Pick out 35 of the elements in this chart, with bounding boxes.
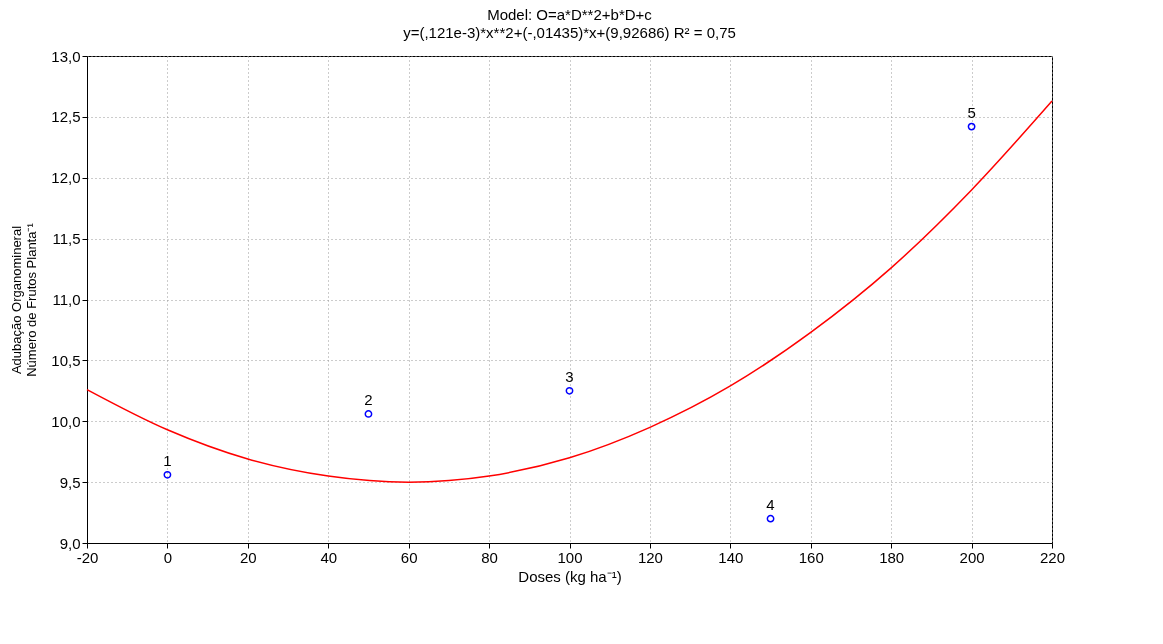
y-tick-label: 10,0 [51,412,81,430]
point [364,410,373,418]
x-tick-label: 140 [718,548,744,566]
chart-title: Model: O=a*D**2+b*D+c [487,6,653,23]
annotation: 4 [766,495,775,513]
x-tick-label: 220 [1039,548,1066,566]
point [163,470,172,479]
y-tick-label: 12,0 [51,169,81,187]
line-series [86,100,1053,483]
y-tick-label: 11,0 [52,291,81,308]
annotation: 1 [163,451,172,469]
annotation: 2 [364,390,373,408]
chart-subtitle: y=(,121e-3)*x**2+(-,01435)*x+(9,92686) R² = 0,75 [403,24,736,41]
y-tick-label: 11,5 [52,230,81,248]
point [766,514,775,523]
x-tick-label: 20 [239,548,257,566]
x-tick-label: 60 [400,548,418,566]
annotation: 5 [967,103,976,121]
x-tick-label: 0 [163,548,173,566]
x-tick-label: 200 [959,548,985,566]
point [967,122,976,131]
y-tick-label: 9,5 [59,473,81,491]
y-tick-label: 12,5 [51,108,81,126]
x-tick-label: 40 [320,548,338,566]
x-tick-label: 180 [879,548,905,566]
annotation: 3 [565,367,574,385]
y-axis-title: Adubação Organomineral Número de Frutos Planta⁻¹ [9,222,40,377]
x-axis-title: Doses (kg ha⁻¹) [518,567,622,585]
point [565,386,574,395]
x-tick-label: 160 [798,548,824,566]
y-tick-label: 10,5 [51,351,81,369]
x-tick-label: 120 [637,548,663,566]
x-tick-label: 80 [481,548,498,566]
x-tick-label: 100 [557,548,583,566]
y-tick-label: 13,0 [51,47,81,65]
